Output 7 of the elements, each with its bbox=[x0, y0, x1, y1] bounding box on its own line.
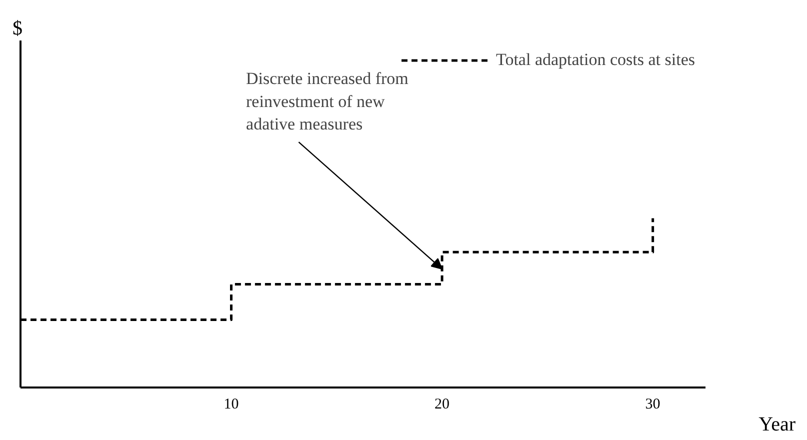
annotation: Discrete increased from reinvestment of new adative measures bbox=[246, 69, 408, 134]
x-axis-title: Year bbox=[758, 414, 796, 436]
x-tick-label: 20 bbox=[434, 396, 450, 412]
text: $ bbox=[12, 18, 22, 40]
x-tick-label: 10 bbox=[224, 396, 239, 412]
text: Total adaptation costs at sites bbox=[496, 50, 695, 70]
x-tick-label: 30 bbox=[645, 396, 660, 412]
